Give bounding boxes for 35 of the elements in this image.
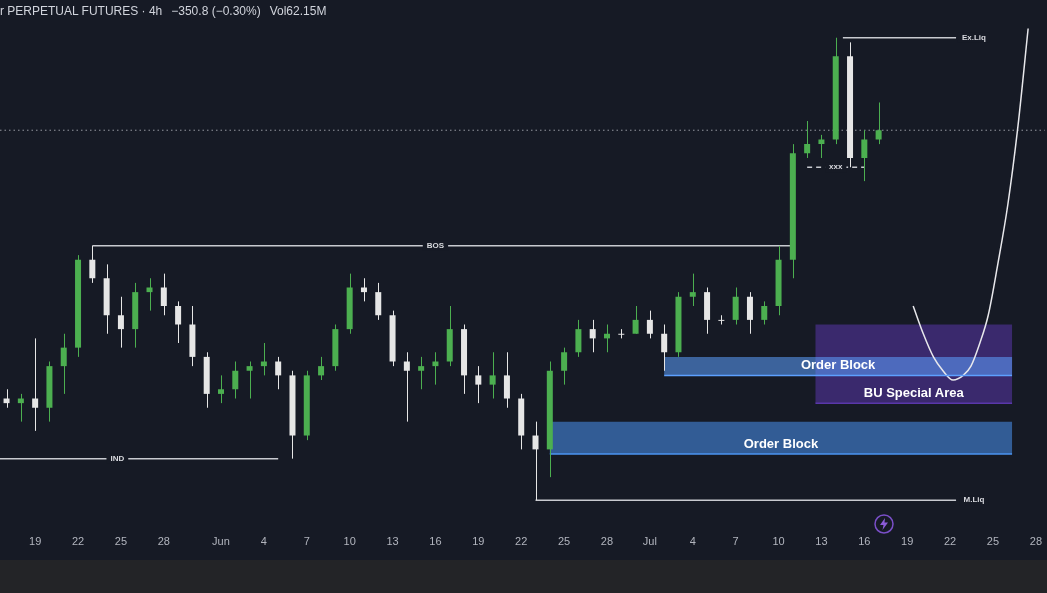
annotation: M.Liq: [963, 495, 985, 505]
x-tick-label: 19: [29, 535, 42, 548]
text: −350.8 (−0.30%): [171, 4, 261, 18]
x-tick-label: 10: [343, 535, 356, 548]
x-tick-label: 16: [429, 535, 442, 548]
x-tick-label: 28: [600, 535, 614, 548]
annotation: IND: [110, 453, 125, 463]
x-tick-label: 7: [732, 535, 739, 548]
series-label: Order Block: [743, 435, 819, 451]
x-tick-label: 25: [986, 535, 1000, 548]
text: Vol62.15M: [269, 4, 327, 18]
x-tick-label: 22: [515, 535, 528, 548]
x-tick-label: 16: [858, 535, 871, 548]
x-tick-label: 4: [689, 535, 696, 548]
series-label: Order Block: [800, 356, 877, 372]
x-tick-label: 19: [472, 535, 485, 548]
x-tick-label: Jun: [212, 535, 230, 548]
chart-title: r PERPETUAL FUTURES · 4h: [0, 4, 163, 18]
annotation: BOS: [426, 241, 445, 251]
series-label: BU Special Area: [863, 384, 965, 400]
x-tick-label: 19: [901, 535, 914, 548]
x-tick-label: 13: [815, 535, 828, 548]
x-tick-label: 22: [943, 535, 957, 548]
x-tick-label: 7: [303, 535, 310, 548]
x-tick-label: 25: [557, 535, 571, 548]
annotation: xxx: [829, 162, 843, 172]
x-tick-label: 22: [71, 535, 85, 548]
x-tick-label: 13: [386, 535, 399, 548]
annotation: Ex.Liq: [961, 32, 987, 42]
x-tick-label: 10: [772, 535, 785, 548]
x-tick-label: 4: [260, 535, 267, 548]
x-tick-label: Jul: [642, 535, 657, 548]
x-tick-label: 28: [1029, 535, 1043, 548]
x-tick-label: 25: [114, 535, 128, 548]
x-tick-label: 28: [157, 535, 170, 548]
